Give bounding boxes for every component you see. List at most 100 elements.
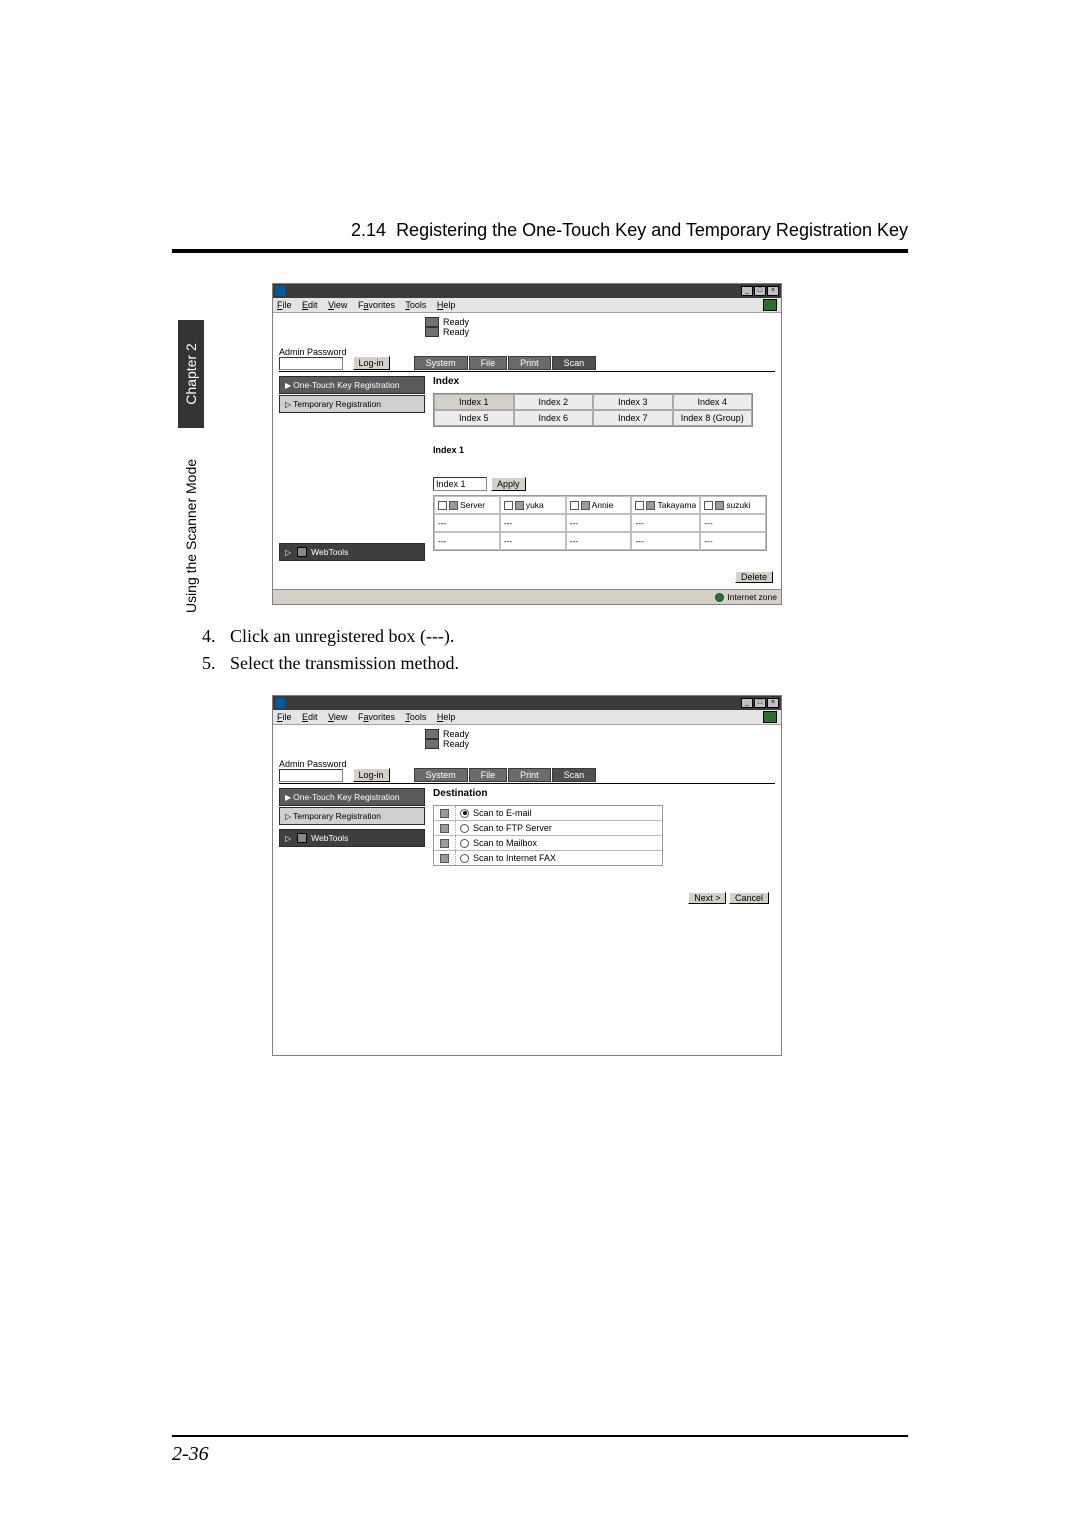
tab-scan[interactable]: Scan [552, 356, 597, 370]
admin-password-input[interactable] [279, 769, 343, 782]
index-tab-3[interactable]: Index 3 [593, 394, 673, 410]
printer-icon [425, 327, 439, 337]
maximize-button[interactable]: □ [754, 286, 766, 296]
admin-password-input[interactable] [279, 357, 343, 370]
checkbox[interactable] [504, 501, 513, 510]
page-footer: 2-36 [172, 1435, 908, 1466]
menu-favorites[interactable]: Favorites [358, 300, 395, 310]
ot-cell-takayama[interactable]: Takayama [631, 496, 700, 514]
minimize-button[interactable]: _ [741, 698, 753, 708]
ot-cell-empty[interactable]: --- [500, 532, 566, 550]
go-icon[interactable] [763, 711, 777, 723]
menu-file[interactable]: File [277, 300, 292, 310]
sidebar-item-webtools[interactable]: ▷WebTools [279, 829, 425, 847]
tab-system[interactable]: System [414, 356, 468, 370]
dest-label: Scan to Internet FAX [473, 853, 556, 863]
menu-tools[interactable]: Tools [405, 712, 426, 722]
menu-view[interactable]: View [328, 712, 347, 722]
fax-icon [646, 501, 655, 510]
browser-body: Ready Ready Admin Password Log-in System… [273, 725, 781, 1055]
left-sidebar: ▶One-Touch Key Registration ▷Temporary R… [279, 788, 425, 904]
sidebar-item-webtools[interactable]: ▷WebTools [279, 543, 425, 561]
ot-cell-empty[interactable]: --- [631, 514, 700, 532]
radio-ifax[interactable] [460, 854, 469, 863]
printer-status-2: Ready [425, 739, 775, 749]
login-button[interactable]: Log-in [353, 768, 390, 782]
checkbox[interactable] [438, 501, 447, 510]
ot-cell-empty[interactable]: --- [566, 532, 632, 550]
checkbox[interactable] [635, 501, 644, 510]
ot-cell-empty[interactable]: --- [631, 532, 700, 550]
maximize-button[interactable]: □ [754, 698, 766, 708]
ot-cell-empty[interactable]: --- [434, 532, 500, 550]
delete-button[interactable]: Delete [735, 571, 773, 583]
sidebar-item-temporary[interactable]: ▷Temporary Registration [279, 395, 425, 413]
sidebar-webtools-label: WebTools [311, 833, 348, 843]
screenshot-destination: _ □ × File Edit View Favorites Tools Hel… [272, 695, 782, 1056]
menu-favorites[interactable]: Favorites [358, 712, 395, 722]
ot-cell-empty[interactable]: --- [434, 514, 500, 532]
menu-edit[interactable]: Edit [302, 712, 318, 722]
internet-zone-label: Internet zone [727, 592, 777, 602]
menu-help[interactable]: Help [437, 712, 456, 722]
ot-cell-server[interactable]: Server [434, 496, 500, 514]
destination-table: Scan to E-mail Scan to FTP Server Scan t… [433, 805, 663, 866]
ot-label: Server [460, 500, 485, 510]
index-tab-4[interactable]: Index 4 [673, 394, 753, 410]
tab-scan[interactable]: Scan [552, 768, 597, 782]
step-5: 5.Select the transmission method. [202, 650, 908, 677]
ot-cell-empty[interactable]: --- [566, 514, 632, 532]
sidebar-onetouch-label: One-Touch Key Registration [293, 380, 399, 390]
tab-print[interactable]: Print [508, 768, 551, 782]
ot-cell-suzuki[interactable]: suzuki [700, 496, 766, 514]
next-button[interactable]: Next > [688, 892, 726, 904]
login-button[interactable]: Log-in [353, 356, 390, 370]
radio-ftp[interactable] [460, 824, 469, 833]
index-name-input[interactable] [433, 477, 487, 491]
radio-email[interactable] [460, 809, 469, 818]
close-button[interactable]: × [767, 698, 779, 708]
globe-icon [715, 593, 724, 602]
menu-file[interactable]: File [277, 712, 292, 722]
radio-mailbox[interactable] [460, 839, 469, 848]
close-button[interactable]: × [767, 286, 779, 296]
tab-print[interactable]: Print [508, 356, 551, 370]
checkbox[interactable] [570, 501, 579, 510]
printer-icon [425, 317, 439, 327]
sidebar-item-onetouch[interactable]: ▶One-Touch Key Registration [279, 376, 425, 394]
index-tab-2[interactable]: Index 2 [514, 394, 594, 410]
minimize-button[interactable]: _ [741, 286, 753, 296]
ot-cell-empty[interactable]: --- [700, 514, 766, 532]
index-tab-6[interactable]: Index 6 [514, 410, 594, 426]
index-tab-8[interactable]: Index 8 (Group) [673, 410, 753, 426]
ot-cell-empty[interactable]: --- [700, 532, 766, 550]
step-text: Click an unregistered box (---). [230, 626, 454, 646]
cancel-button[interactable]: Cancel [729, 892, 769, 904]
mail-icon [440, 809, 449, 818]
checkbox[interactable] [704, 501, 713, 510]
index-tab-1[interactable]: Index 1 [434, 394, 514, 410]
menu-tools[interactable]: Tools [405, 300, 426, 310]
ot-cell-yuka[interactable]: yuka [500, 496, 566, 514]
sidebar-item-onetouch[interactable]: ▶One-Touch Key Registration [279, 788, 425, 806]
menu-edit[interactable]: Edit [302, 300, 318, 310]
printer-status-2: Ready [425, 327, 775, 337]
tab-file[interactable]: File [469, 768, 508, 782]
browser-menubar: File Edit View Favorites Tools Help [273, 298, 781, 313]
go-icon[interactable] [763, 299, 777, 311]
admin-row: Admin Password Log-in System File Print … [279, 759, 775, 782]
index-tab-5[interactable]: Index 5 [434, 410, 514, 426]
dest-row-mailbox: Scan to Mailbox [434, 836, 662, 851]
mail-icon [715, 501, 724, 510]
ot-cell-empty[interactable]: --- [500, 514, 566, 532]
tab-file[interactable]: File [469, 356, 508, 370]
index-tab-7[interactable]: Index 7 [593, 410, 673, 426]
ot-cell-annie[interactable]: Annie [566, 496, 632, 514]
menu-view[interactable]: View [328, 300, 347, 310]
destination-heading: Destination [433, 788, 775, 799]
sidebar-item-temporary[interactable]: ▷Temporary Registration [279, 807, 425, 825]
menu-help[interactable]: Help [437, 300, 456, 310]
tab-system[interactable]: System [414, 768, 468, 782]
sidebar-temporary-label: Temporary Registration [293, 399, 381, 409]
apply-button[interactable]: Apply [491, 477, 526, 491]
